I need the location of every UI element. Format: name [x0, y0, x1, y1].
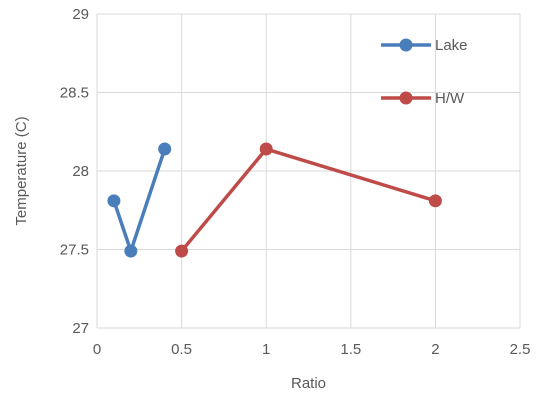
- x-axis-title: Ratio: [291, 375, 326, 392]
- data-point: [259, 142, 273, 156]
- series-h-w: [175, 142, 442, 258]
- x-tick-label: 1: [262, 341, 270, 358]
- legend-marker: [399, 91, 413, 105]
- y-tick-label: 27.5: [60, 242, 89, 259]
- series-layer: [107, 142, 442, 258]
- legend: Lake H/W: [381, 37, 468, 107]
- x-tick-label: 1.5: [340, 341, 361, 358]
- data-point: [124, 244, 138, 258]
- legend-label: H/W: [435, 90, 465, 107]
- data-point: [175, 244, 189, 258]
- series-line: [180, 147, 436, 253]
- axes: 27 27.5 28 28.5 29 0 0.5 1 1.5 2 2.5: [60, 6, 531, 358]
- series-lake: [107, 142, 172, 258]
- y-axis-title: Temperature (C): [13, 116, 30, 225]
- legend-marker: [399, 38, 413, 52]
- y-tick-label: 29: [72, 6, 89, 23]
- legend-label: Lake: [435, 37, 468, 54]
- y-tick-label: 28.5: [60, 85, 89, 102]
- series-line: [112, 148, 167, 253]
- grid: [96, 13, 521, 329]
- x-tick-label: 2: [431, 341, 439, 358]
- data-point: [428, 194, 442, 208]
- legend-entry: H/W: [381, 90, 465, 107]
- x-tick-label: 0.5: [171, 341, 192, 358]
- data-point: [158, 142, 172, 156]
- x-tick-label: 2.5: [510, 341, 531, 358]
- data-point: [107, 194, 121, 208]
- legend-entry: Lake: [381, 37, 468, 54]
- y-tick-label: 28: [72, 163, 89, 180]
- y-tick-label: 27: [72, 320, 89, 337]
- x-tick-label: 0: [93, 341, 101, 358]
